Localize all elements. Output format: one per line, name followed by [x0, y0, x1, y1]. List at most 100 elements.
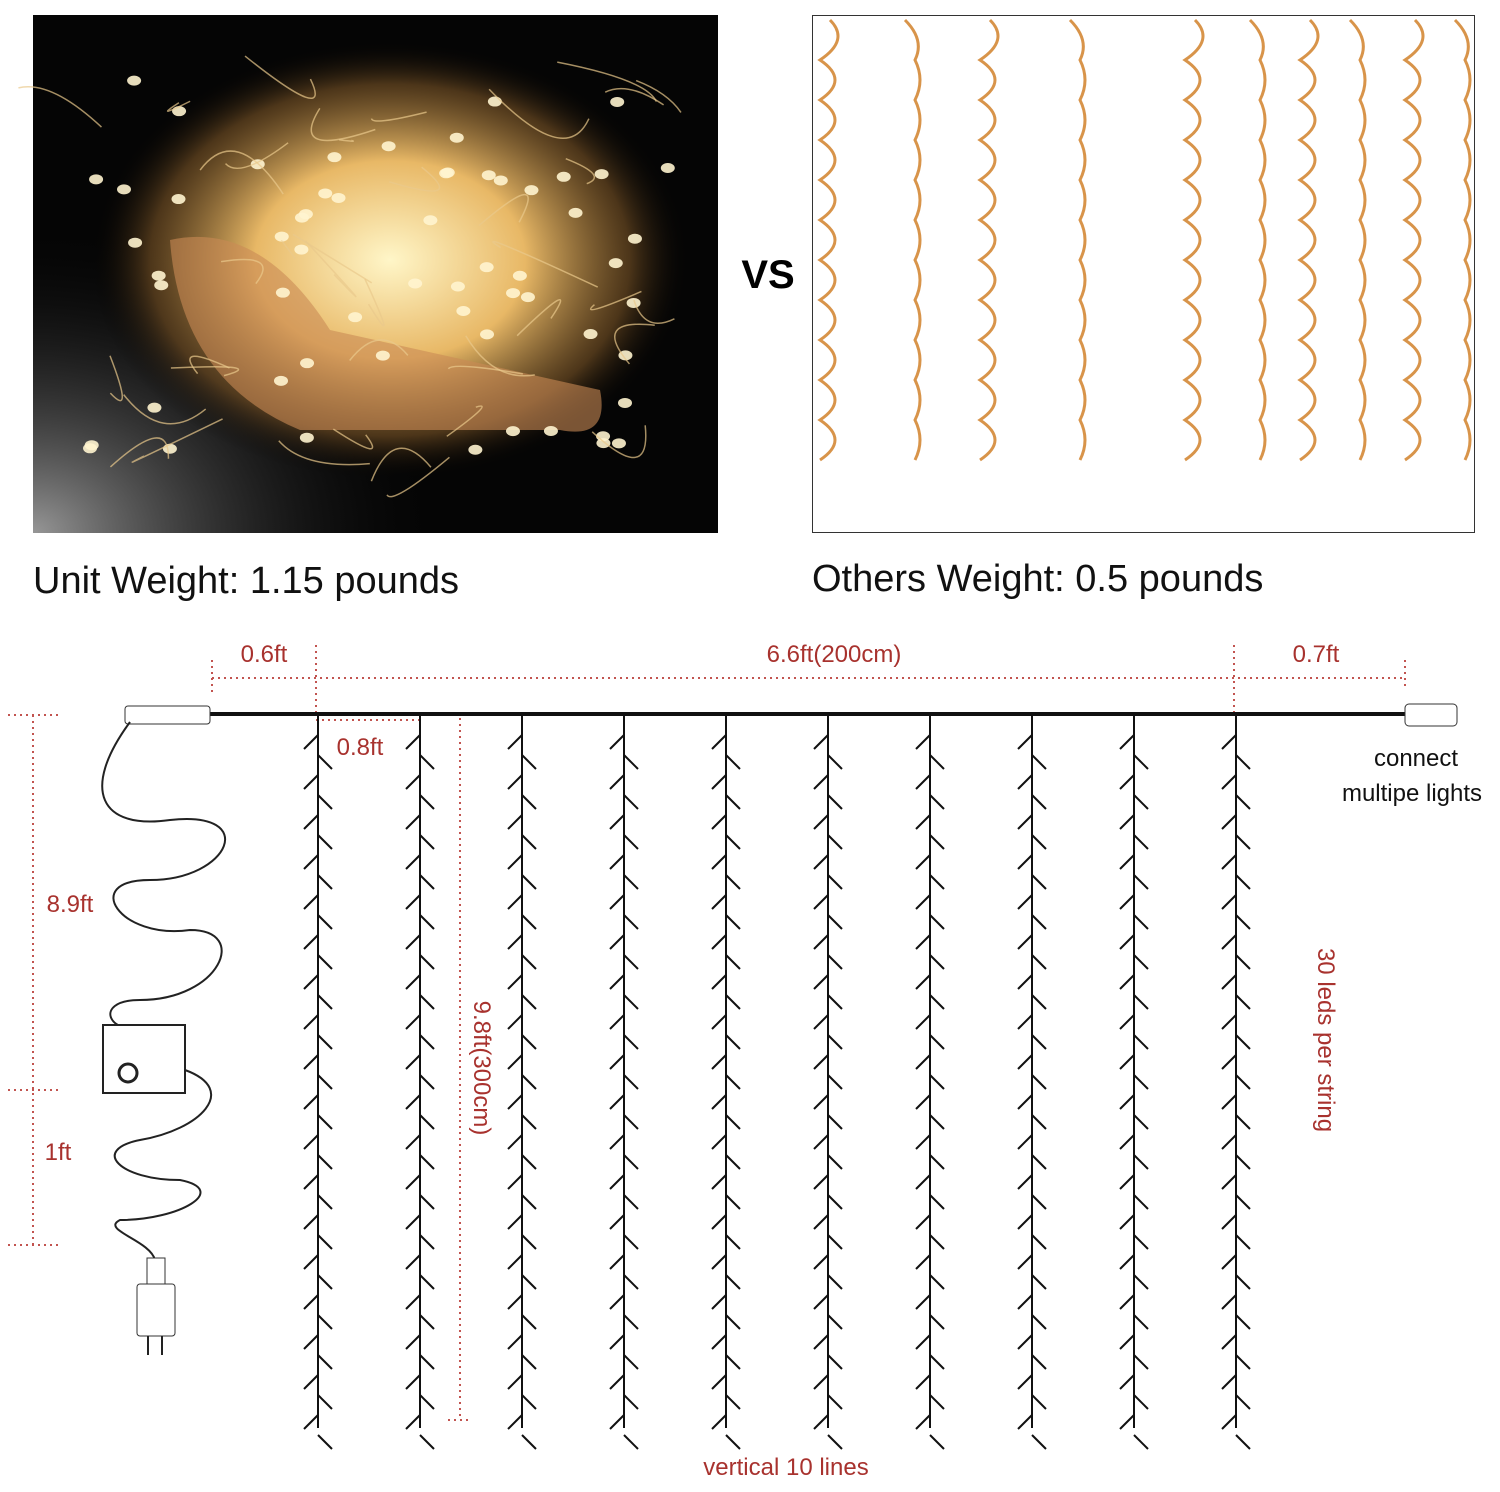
led	[929, 1354, 945, 1370]
led	[915, 1094, 931, 1110]
led	[317, 1114, 333, 1130]
wire	[389, 166, 441, 192]
led	[317, 1074, 333, 1090]
wire	[109, 437, 170, 468]
led	[419, 1234, 435, 1250]
bulb	[611, 438, 626, 449]
bulb	[487, 96, 502, 107]
led	[317, 1434, 333, 1450]
led	[915, 1054, 931, 1070]
led	[1221, 1334, 1237, 1350]
led	[1017, 734, 1033, 750]
led	[405, 854, 421, 870]
led	[623, 994, 639, 1010]
led	[1017, 1414, 1033, 1430]
led	[813, 1254, 829, 1270]
led	[521, 994, 537, 1010]
led	[1119, 1174, 1135, 1190]
led	[507, 1374, 523, 1390]
led	[623, 1434, 639, 1450]
dimension-label: 8.9ft	[47, 891, 94, 918]
led	[303, 1254, 319, 1270]
led	[521, 1314, 537, 1330]
led	[711, 1134, 727, 1150]
wire	[305, 240, 357, 298]
bulb	[299, 432, 314, 443]
led	[521, 1194, 537, 1210]
led	[623, 954, 639, 970]
led	[915, 974, 931, 990]
led	[711, 814, 727, 830]
led	[915, 1214, 931, 1230]
led	[609, 1054, 625, 1070]
led	[623, 1194, 639, 1210]
led	[725, 1234, 741, 1250]
led	[1119, 1214, 1135, 1230]
led	[827, 1434, 843, 1450]
led	[711, 894, 727, 910]
led	[317, 874, 333, 890]
led	[507, 774, 523, 790]
led	[813, 1054, 829, 1070]
led	[827, 834, 843, 850]
led	[813, 1134, 829, 1150]
light-string	[1297, 18, 1320, 462]
led	[609, 854, 625, 870]
bulb	[117, 184, 132, 195]
led	[623, 1154, 639, 1170]
led	[1017, 1174, 1033, 1190]
led	[521, 794, 537, 810]
bulb	[128, 237, 143, 248]
led	[419, 1194, 435, 1210]
led	[623, 1354, 639, 1370]
wire	[478, 193, 529, 227]
connect-label: connect	[1374, 745, 1458, 772]
led	[317, 1194, 333, 1210]
led	[1221, 1294, 1237, 1310]
led	[1031, 794, 1047, 810]
led	[1221, 1254, 1237, 1270]
led	[303, 1134, 319, 1150]
bulb	[89, 174, 104, 185]
wire	[278, 440, 370, 466]
wire	[488, 88, 590, 139]
bulb	[375, 350, 390, 361]
led	[1031, 954, 1047, 970]
led	[623, 794, 639, 810]
bulb	[524, 185, 539, 196]
lines-label: vertical 10 lines	[703, 1454, 868, 1481]
wire	[166, 100, 191, 112]
bulb	[300, 358, 315, 369]
led	[1235, 1314, 1251, 1330]
led	[405, 974, 421, 990]
led	[1221, 854, 1237, 870]
led	[813, 1094, 829, 1110]
led	[827, 794, 843, 810]
bulb	[172, 106, 187, 117]
led	[1031, 874, 1047, 890]
light-string	[817, 18, 840, 462]
led	[1031, 1034, 1047, 1050]
led	[1119, 774, 1135, 790]
led	[1031, 1114, 1047, 1130]
led	[1235, 1274, 1251, 1290]
led	[317, 754, 333, 770]
led	[929, 1394, 945, 1410]
bulb	[481, 170, 496, 181]
led	[609, 1334, 625, 1350]
bulb	[154, 280, 169, 291]
led	[711, 1414, 727, 1430]
led	[623, 874, 639, 890]
wire	[633, 299, 675, 324]
light-string	[1068, 18, 1087, 461]
bulb	[608, 258, 623, 269]
dimension-label: 0.6ft	[241, 641, 288, 668]
led	[915, 1254, 931, 1270]
bulb	[479, 262, 494, 273]
wire	[18, 86, 102, 128]
led	[929, 954, 945, 970]
photo-other-lights	[812, 15, 1475, 533]
led	[711, 974, 727, 990]
led	[1031, 1394, 1047, 1410]
